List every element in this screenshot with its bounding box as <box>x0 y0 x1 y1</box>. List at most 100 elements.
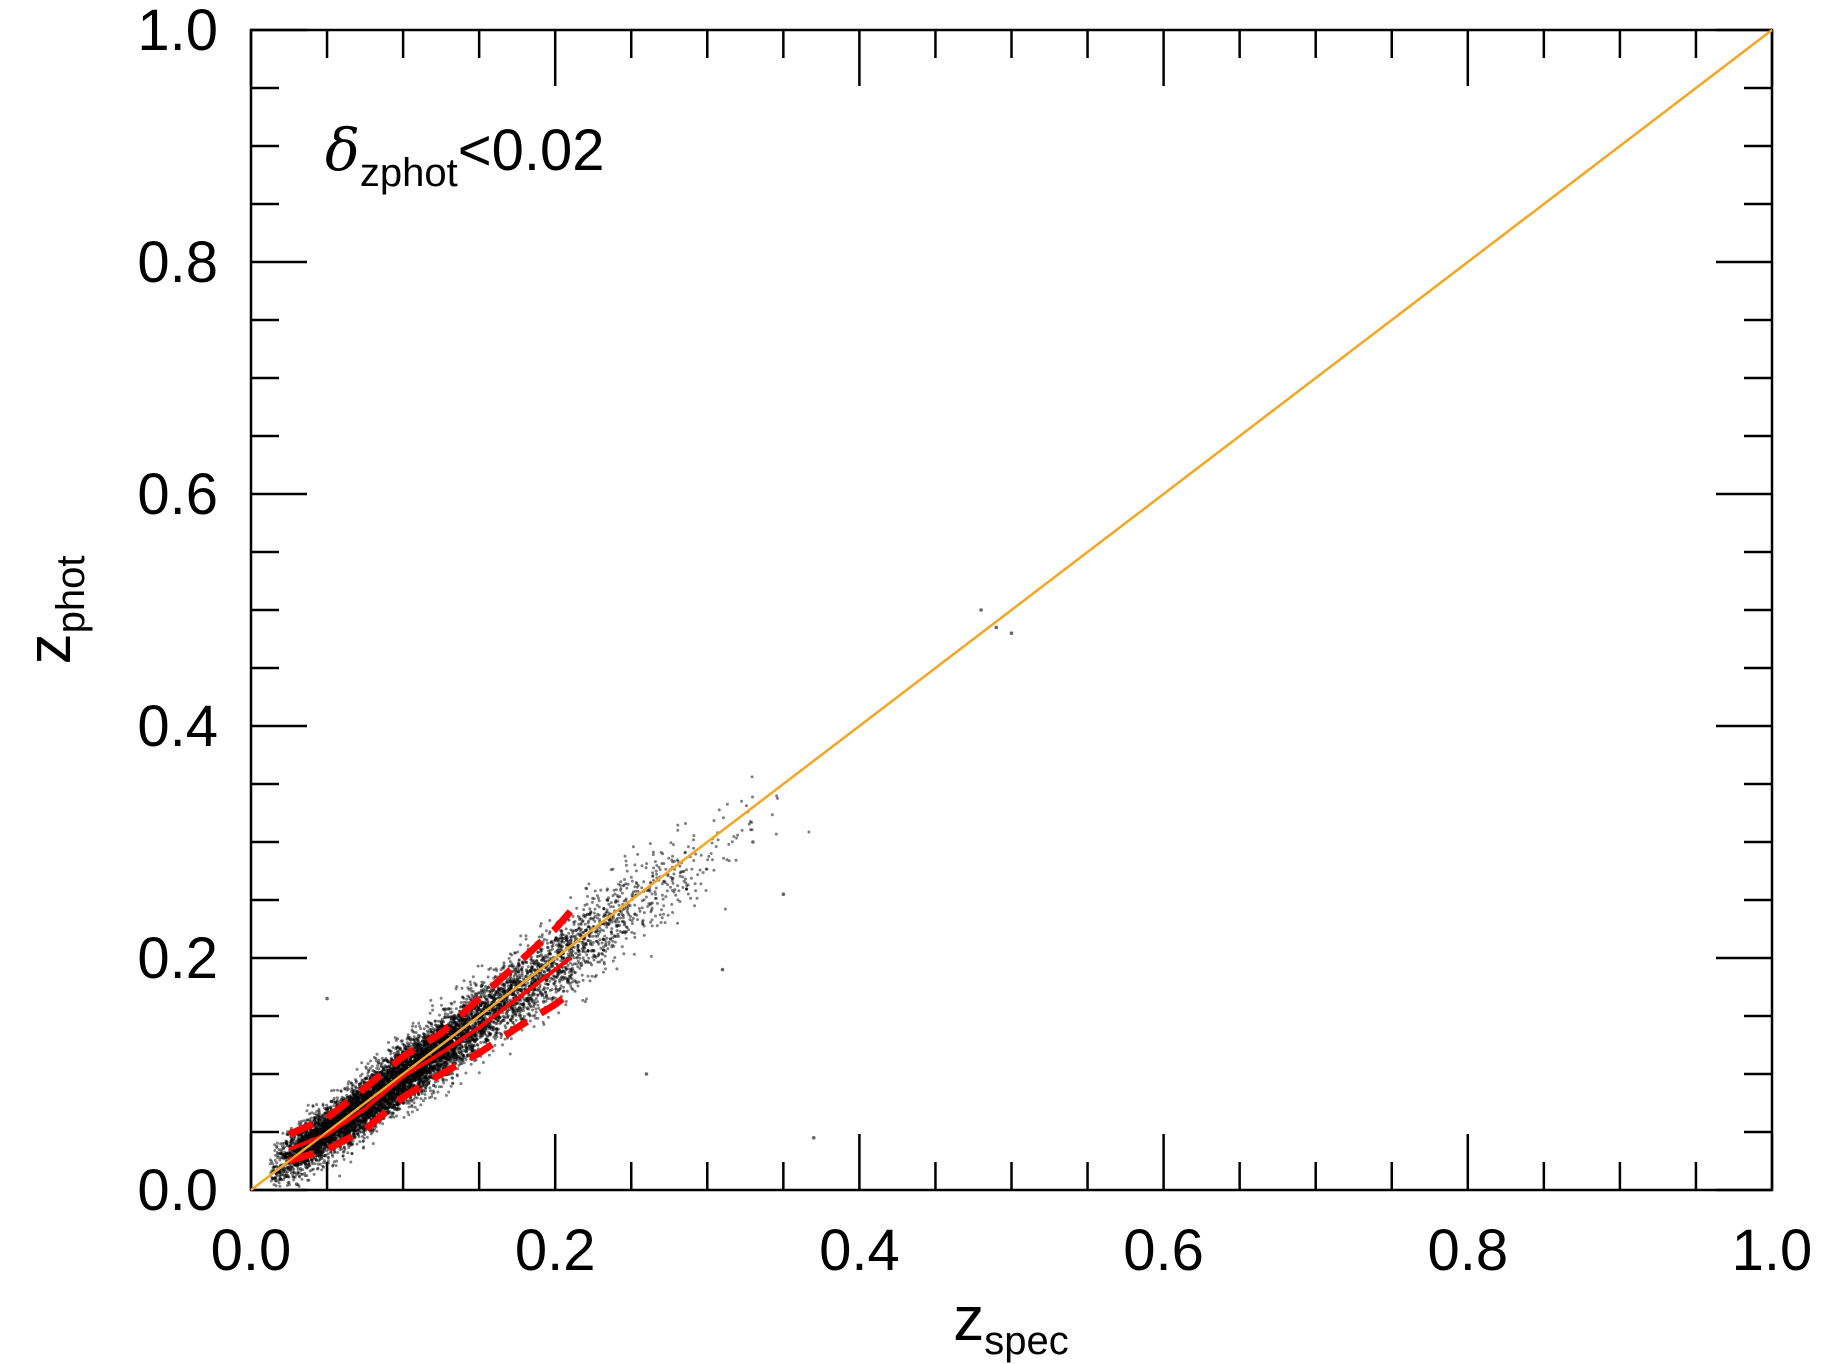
data-point <box>310 1111 314 1115</box>
data-point <box>334 1164 338 1168</box>
data-point <box>311 1134 315 1138</box>
data-point <box>330 1100 334 1104</box>
data-point <box>289 1126 293 1130</box>
data-point <box>359 1081 363 1085</box>
data-point <box>341 1150 345 1154</box>
data-point <box>334 1101 337 1105</box>
data-point <box>398 1107 402 1111</box>
data-point <box>322 1154 326 1158</box>
data-point <box>412 1101 416 1105</box>
data-point <box>278 1156 282 1160</box>
data-point <box>405 1037 409 1041</box>
data-point <box>320 1126 324 1130</box>
data-point <box>339 1134 343 1138</box>
data-point <box>321 1102 325 1106</box>
data-point <box>284 1156 288 1159</box>
data-point <box>292 1167 296 1171</box>
data-point <box>360 1122 364 1126</box>
data-point <box>315 1167 319 1171</box>
data-point <box>301 1134 304 1138</box>
data-point <box>381 1122 385 1126</box>
data-point <box>278 1184 282 1188</box>
data-point <box>268 1162 272 1166</box>
data-point <box>315 1103 319 1106</box>
data-point <box>317 1149 321 1152</box>
data-point <box>286 1133 290 1137</box>
data-point <box>375 1129 379 1133</box>
data-point <box>326 1152 330 1156</box>
y-tick-label: 0.4 <box>137 694 218 759</box>
data-point <box>322 1143 326 1147</box>
data-point <box>349 1160 353 1164</box>
data-point <box>319 1162 322 1166</box>
x-tick-label: 1.0 <box>1732 1218 1813 1283</box>
data-point <box>292 1140 296 1144</box>
data-point <box>367 1069 371 1073</box>
axis-ticks <box>249 28 1774 1192</box>
data-point <box>343 1110 347 1114</box>
data-point <box>275 1141 279 1145</box>
data-point <box>281 1178 285 1182</box>
data-point <box>332 1096 336 1100</box>
data-point <box>339 1089 343 1093</box>
data-point <box>357 1097 361 1101</box>
data-point <box>324 1122 328 1126</box>
x-tick-label: 0.0 <box>211 1218 292 1283</box>
data-point <box>361 1135 364 1138</box>
data-point <box>302 1119 306 1123</box>
data-point <box>303 1174 307 1178</box>
data-point <box>300 1177 304 1181</box>
data-point <box>300 1119 304 1123</box>
data-point <box>355 1090 359 1094</box>
data-point <box>317 1107 321 1111</box>
data-point <box>340 1095 344 1099</box>
data-point <box>400 1039 404 1043</box>
data-point <box>274 1153 278 1157</box>
data-point <box>322 1106 326 1110</box>
data-point <box>395 1114 399 1118</box>
data-point <box>273 1149 277 1152</box>
data-point <box>330 1153 334 1157</box>
data-point <box>295 1163 299 1167</box>
y-tick-label: 0.0 <box>137 1158 218 1223</box>
data-point <box>283 1175 287 1179</box>
data-point <box>345 1088 349 1092</box>
data-point <box>296 1167 300 1171</box>
data-point <box>308 1133 312 1137</box>
data-point <box>326 1107 330 1111</box>
data-point <box>364 1077 368 1080</box>
data-point <box>269 1179 273 1183</box>
data-point <box>312 1172 316 1176</box>
data-point <box>346 1085 349 1089</box>
data-point <box>278 1171 282 1174</box>
data-point <box>387 1048 390 1052</box>
data-point <box>355 1142 359 1146</box>
data-point <box>277 1148 281 1152</box>
data-point <box>423 1096 427 1100</box>
data-point <box>353 1078 357 1082</box>
data-point <box>359 1130 363 1134</box>
data-point <box>312 1130 316 1134</box>
data-point <box>331 1164 335 1168</box>
data-point <box>372 1069 376 1073</box>
y-tick-label: 0.8 <box>137 230 218 295</box>
data-point <box>359 1101 363 1104</box>
data-point <box>357 1123 361 1127</box>
data-point <box>306 1134 309 1138</box>
tick-labels: 0.0 0.2 0.4 0.6 0.8 1.00.00.20.40.60.81.0 <box>137 0 1812 1283</box>
data-point <box>317 1110 321 1114</box>
data-point <box>301 1168 305 1172</box>
data-point <box>328 1136 332 1140</box>
data-point <box>325 1167 329 1171</box>
x-tick-label: 0.6 <box>1123 1218 1204 1283</box>
data-point <box>285 1140 289 1144</box>
data-point <box>415 1108 419 1112</box>
data-point <box>273 1158 277 1162</box>
data-point <box>317 1114 321 1118</box>
data-point <box>268 1158 272 1162</box>
data-point <box>306 1103 310 1107</box>
data-point <box>307 1162 311 1166</box>
data-point <box>290 1138 294 1142</box>
data-point <box>310 1160 314 1164</box>
data-point <box>419 1097 423 1101</box>
